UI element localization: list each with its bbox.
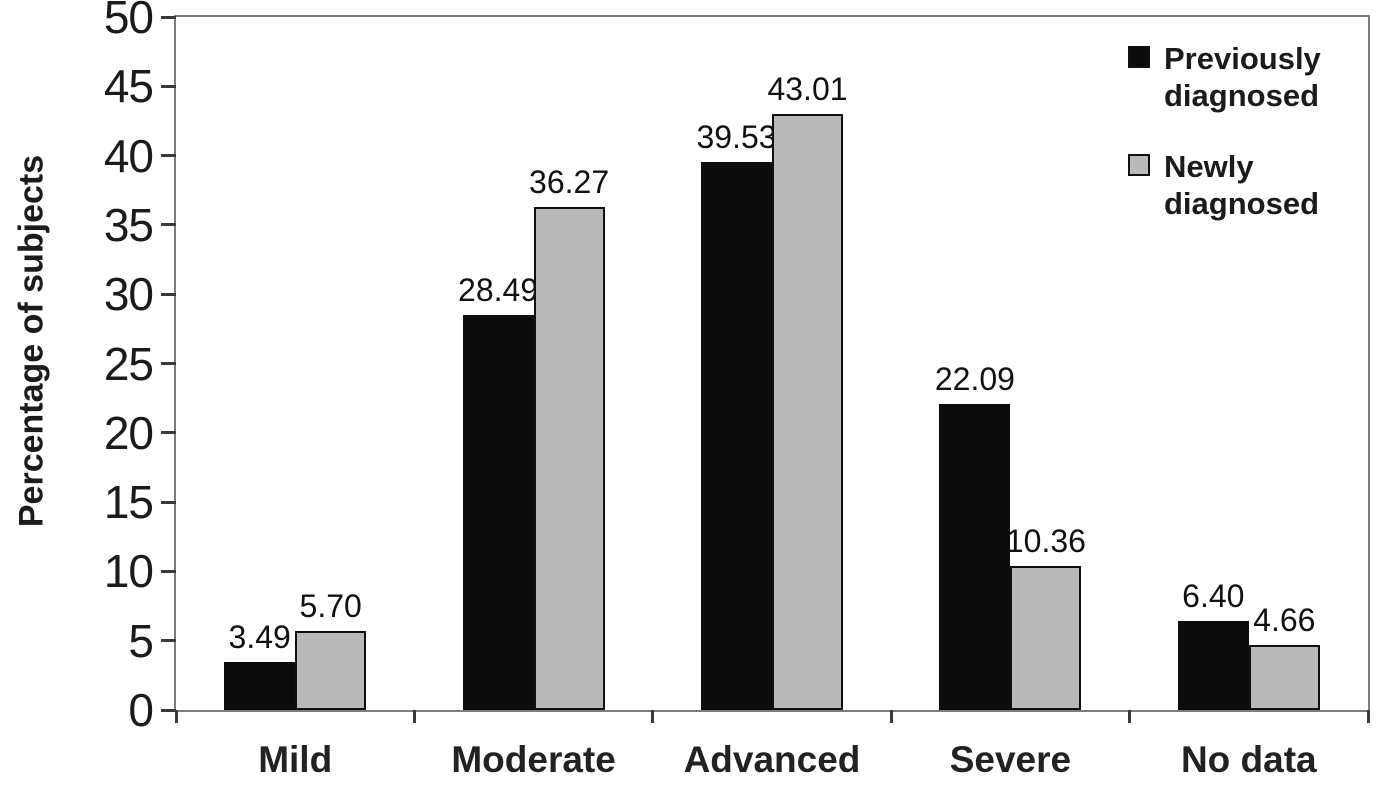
y-tick-label: 30: [103, 268, 154, 321]
bar-value-label-previously-diagnosed-no-data: 6.40: [1182, 578, 1245, 615]
category-label-no-data: No data: [1180, 739, 1317, 780]
legend-swatch-icon: [1128, 154, 1150, 176]
y-tick-label: 10: [103, 545, 154, 598]
bar-newly-diagnosed-no-data: [1248, 645, 1320, 710]
bar-value-label-newly-diagnosed-mild: 5.70: [299, 587, 362, 624]
y-tick-label: 50: [103, 0, 154, 43]
bar-previously-diagnosed-moderate: [462, 315, 534, 710]
legend: Previously diagnosed Newly diagnosed: [1128, 40, 1363, 256]
bar-value-label-newly-diagnosed-severe: 10.36: [1005, 523, 1086, 560]
y-tick-label: 40: [103, 129, 154, 182]
y-tick: [161, 639, 176, 643]
y-tick: [161, 223, 176, 227]
category-label-mild: Mild: [258, 739, 333, 780]
legend-label: Previously diagnosed: [1164, 41, 1321, 113]
bar-value-label-newly-diagnosed-advanced: 43.01: [767, 70, 848, 107]
y-tick: [161, 15, 176, 19]
bar-value-label-previously-diagnosed-mild: 3.49: [228, 618, 291, 655]
bar-previously-diagnosed-advanced: [701, 162, 772, 710]
legend-label: Newly diagnosed: [1164, 149, 1320, 221]
category-label-advanced: Advanced: [683, 739, 861, 780]
bar-value-label-previously-diagnosed-severe: 22.09: [934, 360, 1015, 397]
bar-newly-diagnosed-advanced: [772, 113, 843, 710]
y-tick-label: 15: [103, 476, 154, 529]
x-tick: [889, 710, 893, 723]
y-tick: [161, 431, 176, 435]
bar-previously-diagnosed-severe: [939, 403, 1011, 710]
y-tick-label: 35: [103, 198, 154, 251]
y-tick-label: 20: [103, 406, 154, 459]
y-tick-label: 25: [103, 337, 154, 390]
bar-previously-diagnosed-mild: [224, 661, 296, 710]
x-tick: [412, 710, 416, 723]
x-tick: [1366, 710, 1370, 723]
legend-item-previously-diagnosed: Previously diagnosed: [1128, 40, 1363, 114]
bar-value-label-newly-diagnosed-no-data: 4.66: [1253, 602, 1316, 639]
bar-value-label-previously-diagnosed-advanced: 39.53: [696, 119, 777, 156]
x-tick: [1128, 710, 1132, 723]
bar-newly-diagnosed-severe: [1010, 566, 1082, 710]
legend-item-newly-diagnosed: Newly diagnosed: [1128, 148, 1363, 222]
y-tick: [161, 154, 176, 158]
bar-previously-diagnosed-no-data: [1177, 621, 1249, 710]
x-tick: [651, 710, 655, 723]
bar-newly-diagnosed-mild: [295, 630, 367, 710]
bar-value-label-newly-diagnosed-moderate: 36.27: [529, 164, 610, 201]
y-tick: [161, 292, 176, 296]
y-tick: [161, 708, 176, 712]
y-tick: [161, 569, 176, 573]
y-tick-label: 45: [103, 60, 154, 113]
category-label-moderate: Moderate: [451, 739, 616, 780]
y-tick: [161, 362, 176, 365]
y-tick-label: 5: [128, 614, 154, 667]
y-tick: [161, 84, 176, 88]
y-tick: [161, 500, 176, 504]
category-label-severe: Severe: [949, 739, 1072, 780]
bar-value-label-previously-diagnosed-moderate: 28.49: [458, 272, 539, 309]
legend-swatch-icon: [1128, 46, 1150, 68]
bar-newly-diagnosed-moderate: [533, 207, 605, 710]
y-tick-label: 0: [128, 684, 154, 736]
x-tick: [174, 710, 178, 723]
